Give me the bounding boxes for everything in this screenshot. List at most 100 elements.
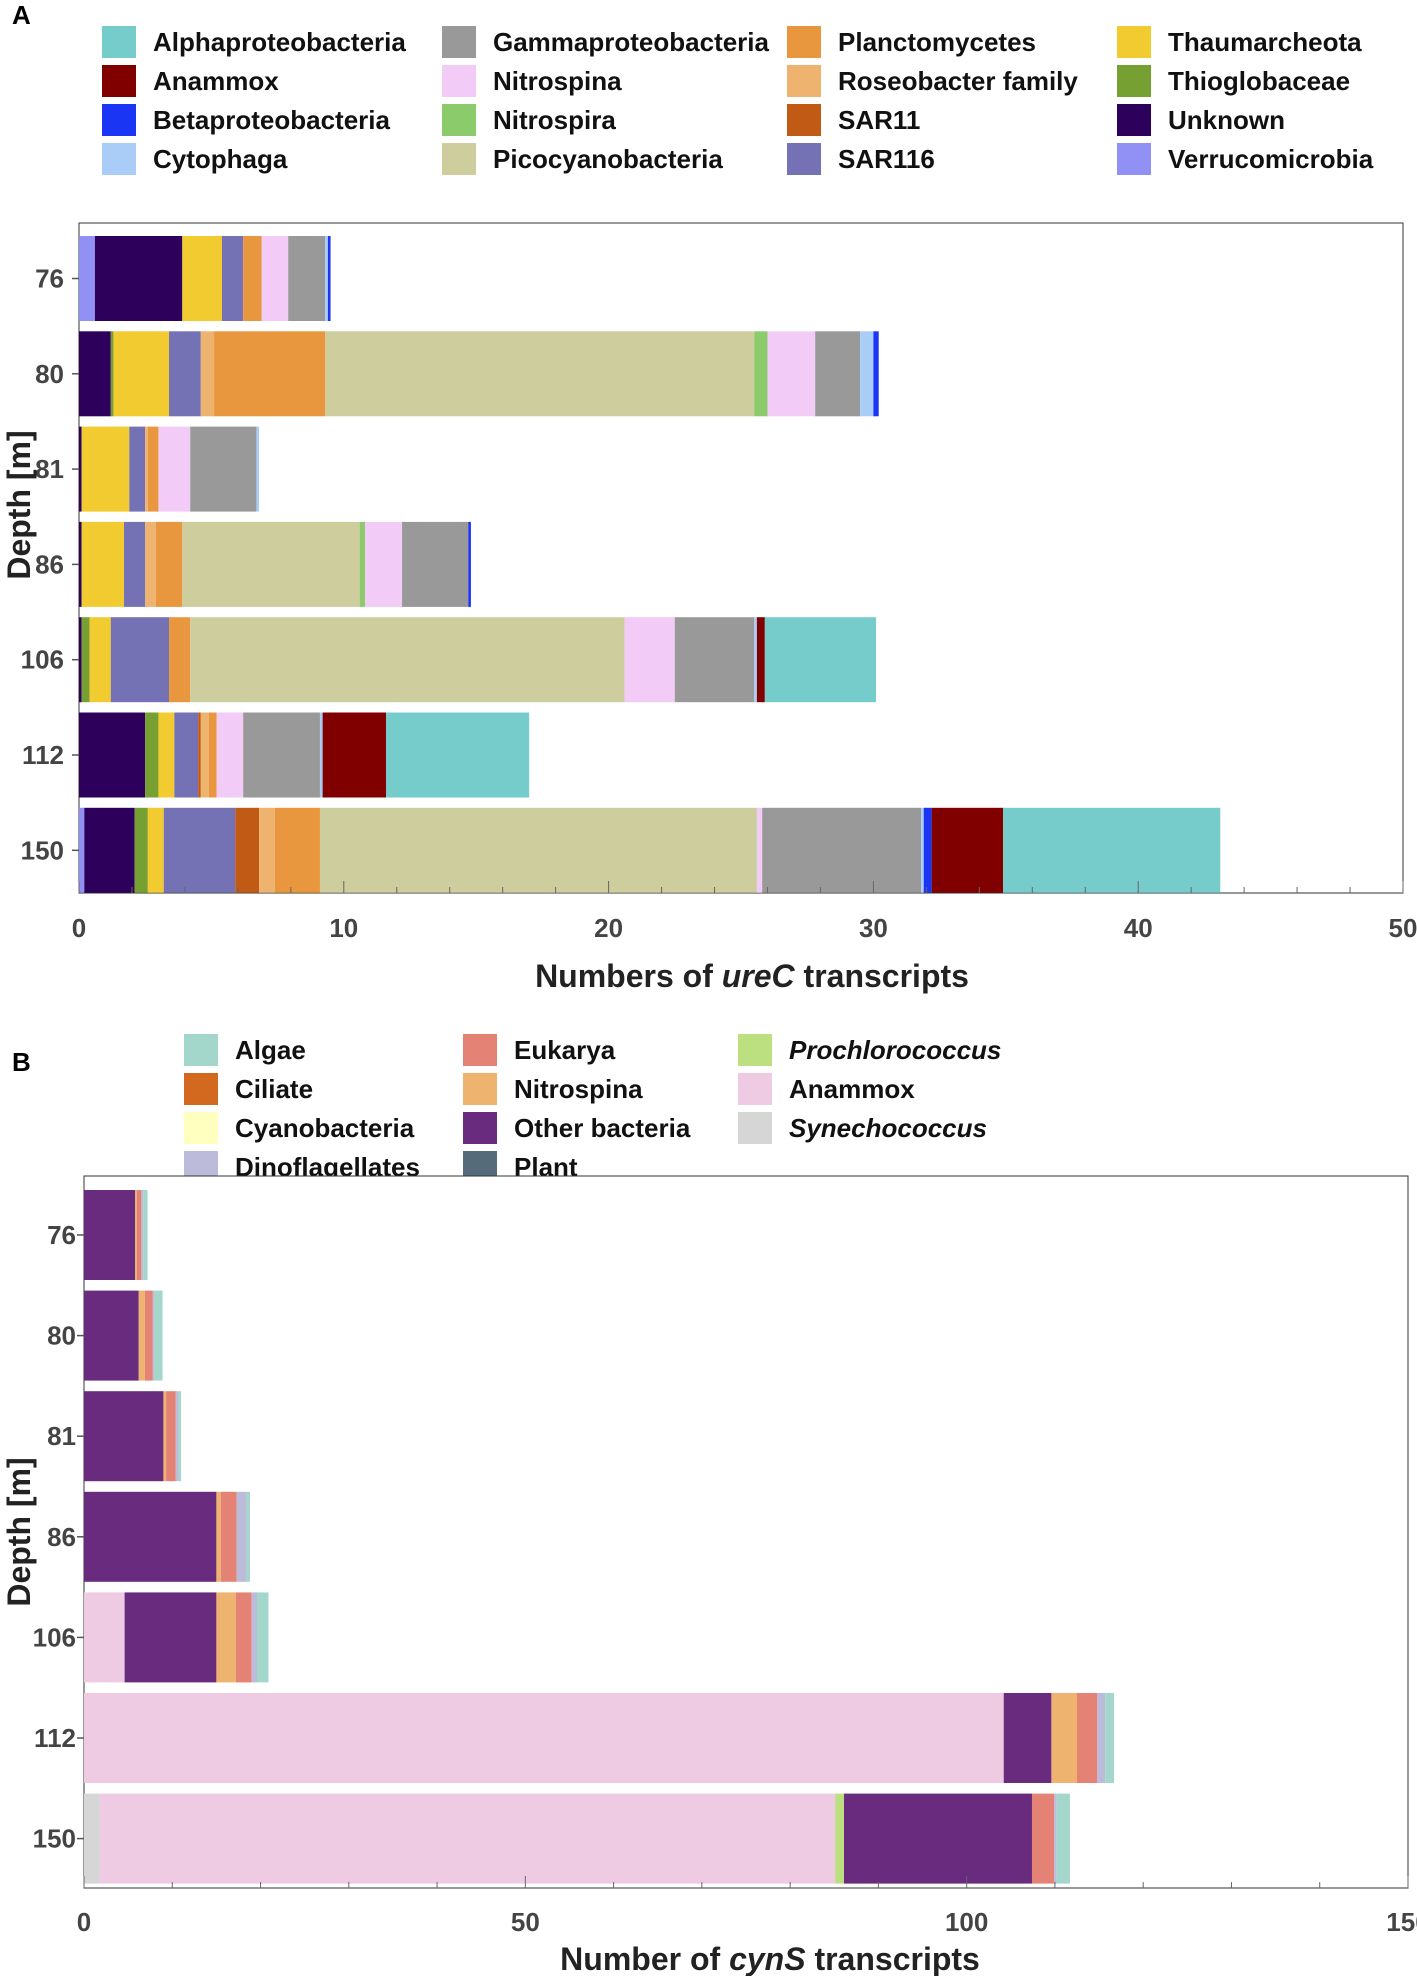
x-tick-label: 30 xyxy=(859,913,888,943)
legend-item-roseobacter-family: Roseobacter family xyxy=(787,65,1078,97)
plot-b: 76 80 81 86 106 112 150 0 50 100 150 Number of cynS… xyxy=(1,1175,1417,1976)
legend-label-thaumarcheota: Thaumarcheota xyxy=(1168,27,1362,57)
legend-item-alphaproteobacteria: Alphaproteobacteria xyxy=(102,26,406,58)
bar-segment-dinoflagellates-76 xyxy=(141,1190,144,1280)
bar-segment-nitrospina-86 xyxy=(216,1491,221,1582)
bar-segment-nitrospina-106 xyxy=(624,617,675,703)
bar-segment-unknown-112 xyxy=(79,712,146,798)
legend-swatch-unknown xyxy=(1117,104,1151,136)
bar-segment-other-bacteria-80 xyxy=(84,1290,139,1381)
legend-swatch-gammaproteobacteria xyxy=(442,26,476,58)
legend-label-anammox: Anammox xyxy=(153,66,279,96)
bar-segment-sar116-150 xyxy=(163,807,236,893)
legend-item-sar11: SAR11 xyxy=(787,104,920,136)
bar-segment-thaumarcheota-81 xyxy=(81,426,130,512)
legend-swatch-synechococcus xyxy=(738,1112,772,1144)
bar-segment-dinoflagellates-86 xyxy=(236,1491,247,1582)
bar-segment-unknown-86 xyxy=(79,521,82,607)
y-tick-label: 106 xyxy=(21,645,64,675)
legend-swatch-betaproteobacteria xyxy=(102,104,136,136)
bar-segment-other-bacteria-86 xyxy=(84,1491,217,1582)
bar-segment-planctomycetes-80 xyxy=(214,331,326,417)
legend-swatch-nitrospina xyxy=(463,1073,497,1105)
bar-segment-sar116-81 xyxy=(129,426,146,512)
bar-segment-cytophaga-106 xyxy=(754,617,757,703)
bar-segment-picocyanobacteria-106 xyxy=(190,617,625,703)
bar-segment-nitrospina-81 xyxy=(158,426,191,512)
bar-segment-other-bacteria-106 xyxy=(124,1592,217,1683)
legend-item-nitrospina: Nitrospina xyxy=(442,65,622,97)
bar-segment-prochlorococcus-150 xyxy=(835,1793,844,1884)
bar-segment-roseobacter-family-112 xyxy=(200,712,209,798)
legend-label-other-bacteria: Other bacteria xyxy=(514,1113,691,1143)
bar-segment-nitrospina-150 xyxy=(756,807,763,893)
legend-swatch-anammox xyxy=(102,65,136,97)
legend-label-prochlorococcus: Prochlorococcus xyxy=(789,1035,1001,1065)
x-axis-title: Numbers of ureC transcripts xyxy=(535,958,969,994)
bar-segment-roseobacter-family-86 xyxy=(145,521,156,607)
bar-segment-algae-150 xyxy=(1056,1793,1070,1884)
bar-segment-nitrospina-112 xyxy=(1051,1693,1077,1783)
bar-segment-nitrospina-80 xyxy=(767,331,816,417)
bar-segment-algae-81 xyxy=(178,1391,182,1482)
bar-segment-thioglobaceae-106 xyxy=(81,617,90,703)
bar-segment-nitrospina-112 xyxy=(216,712,244,798)
bar-segment-unknown-80 xyxy=(79,331,111,417)
bar-segment-betaproteobacteria-86 xyxy=(468,521,471,607)
legend-a: Alphaproteobacteria Anammox Betaproteobact… xyxy=(102,26,1374,175)
y-tick-label: 81 xyxy=(47,1421,76,1451)
x-tick-label: 40 xyxy=(1124,913,1153,943)
bar-segment-nitrospina-76 xyxy=(261,236,289,321)
y-tick-label: 150 xyxy=(33,1824,76,1854)
legend-item-planctomycetes: Planctomycetes xyxy=(787,26,1036,58)
x-axis-title: Number of cynS transcripts xyxy=(560,1941,980,1976)
legend-label-picocyanobacteria: Picocyanobacteria xyxy=(493,144,723,174)
bar-segment-other-bacteria-81 xyxy=(84,1391,164,1482)
y-tick-label: 106 xyxy=(33,1622,76,1652)
x-tick-label: 0 xyxy=(77,1907,91,1937)
bar-segment-cytophaga-76 xyxy=(325,236,328,321)
x-tick-label: 10 xyxy=(329,913,358,943)
bar-segment-cytophaga-81 xyxy=(256,426,260,512)
bar-segment-eukarya-112 xyxy=(1077,1693,1098,1783)
legend-item-nitrospina: Nitrospina xyxy=(463,1073,643,1105)
bar-segment-anammox-150 xyxy=(931,807,1004,893)
bar-segment-planctomycetes-150 xyxy=(274,807,320,893)
bar-segment-dinoflagellates-106 xyxy=(251,1592,258,1683)
y-axis-title: Depth [m] xyxy=(1,1457,37,1606)
y-tick-label: 112 xyxy=(22,740,64,770)
bar-segment-unknown-150 xyxy=(84,807,135,893)
plot-a: 76 80 81 86 106 112 150 0 10 20 30 40 50 Numbers of u… xyxy=(1,222,1417,994)
legend-label-anammox: Anammox xyxy=(789,1074,915,1104)
bar-segment-unknown-81 xyxy=(79,426,82,512)
legend-swatch-alphaproteobacteria xyxy=(102,26,136,58)
bar-depth-86 xyxy=(79,521,471,607)
bar-segment-sar116-76 xyxy=(221,236,244,321)
bar-segment-betaproteobacteria-80 xyxy=(873,331,879,417)
legend-b: AlgaeCiliateCyanobacteriaDinoflagellates… xyxy=(184,1034,1001,1183)
bar-segment-eukarya-106 xyxy=(235,1592,252,1683)
bar-segment-anammox-112 xyxy=(84,1693,1004,1783)
bar-segment-dinoflagellates-81 xyxy=(175,1391,179,1482)
bar-segment-anammox-112 xyxy=(322,712,387,798)
x-tick-label: 50 xyxy=(511,1907,540,1937)
y-tick-label: 150 xyxy=(21,835,64,865)
bar-segment-thaumarcheota-112 xyxy=(158,712,175,798)
bar-depth-112 xyxy=(79,712,530,798)
bar-segment-roseobacter-family-81 xyxy=(145,426,148,512)
bar-segment-dinoflagellates-112 xyxy=(1097,1693,1106,1783)
legend-label-gammaproteobacteria: Gammaproteobacteria xyxy=(493,27,770,57)
legend-swatch-algae xyxy=(184,1034,218,1066)
bar-segment-algae-76 xyxy=(143,1190,148,1280)
bar-segment-planctomycetes-81 xyxy=(147,426,159,512)
bar-segment-algae-80 xyxy=(154,1290,163,1381)
bar-segment-other-bacteria-112 xyxy=(1003,1693,1052,1783)
bar-segment-unknown-106 xyxy=(79,617,82,703)
bar-segment-nitrospira-80 xyxy=(754,331,768,417)
legend-label-nitrospina: Nitrospina xyxy=(493,66,622,96)
legend-swatch-eukarya xyxy=(463,1034,497,1066)
legend-label-eukarya: Eukarya xyxy=(514,1035,616,1065)
legend-label-ciliate: Ciliate xyxy=(235,1074,313,1104)
panel-letter-a: A xyxy=(12,0,31,30)
bar-depth-106 xyxy=(79,617,877,703)
